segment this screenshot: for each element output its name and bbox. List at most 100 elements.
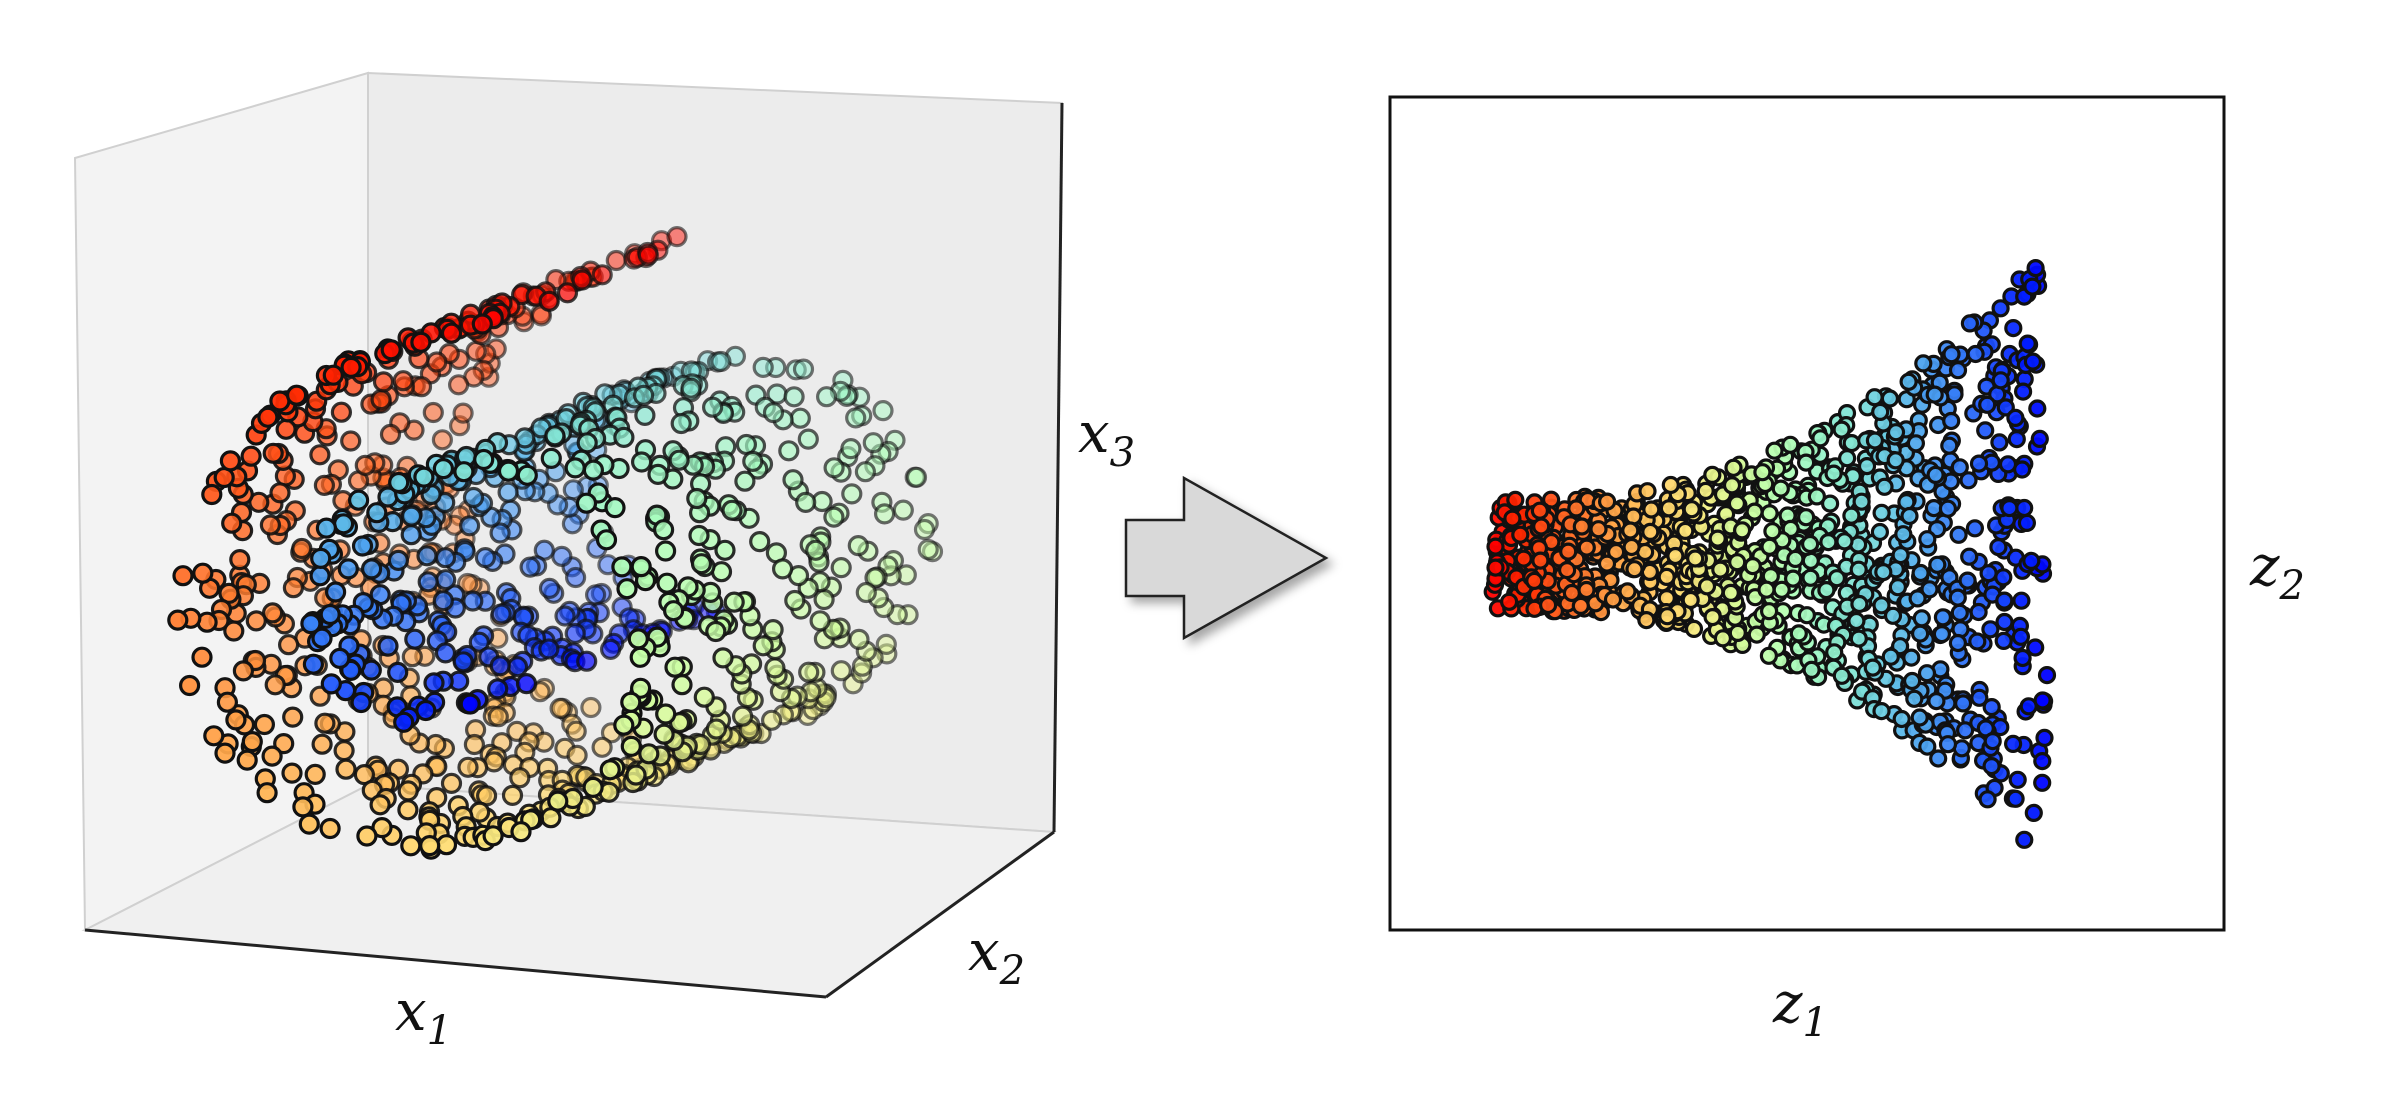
roll-point [320,673,342,695]
embedding-point [1771,479,1790,498]
roll-point [509,767,531,789]
embedding-point [1938,735,1958,754]
embedding-point [1842,434,1861,453]
roll-point [304,763,326,786]
roll-point [845,407,867,429]
embedding-point [1950,603,1969,622]
roll-point [469,801,491,823]
embedding-point [1847,611,1866,631]
roll-point [340,430,362,452]
embedding-point [1625,560,1644,579]
roll-point [313,474,335,496]
embedding-point [1696,481,1715,500]
embedding-point [1870,522,1890,542]
roll-point [482,825,504,847]
embedding-point [1925,385,1944,404]
roll-point [426,351,448,373]
embedding-point [1894,525,1913,544]
embedding-point [1872,596,1891,615]
roll-point [369,794,391,816]
roll-point [629,646,651,668]
roll-point [854,461,877,483]
embedding-point [2008,770,2027,789]
roll-point [292,796,314,818]
roll-point [417,571,439,593]
embedding-point [1842,506,1861,525]
embedding-point [2037,665,2057,685]
embedding-point [1499,592,1519,611]
embedding-point [1577,580,1596,600]
embedding-point [1713,629,1733,648]
embedding-point [1960,547,1979,566]
transform-arrow [1124,475,1329,641]
embedding-point [1807,487,1827,506]
roll-point [501,784,524,807]
embedding-point [1530,501,1550,520]
roll-point [580,696,602,719]
embedding-point [1874,562,1893,582]
roll-point [377,635,399,657]
roll-point [785,359,807,381]
embedding-point [1711,560,1730,579]
embedding-point [2012,591,2031,610]
roll-point [309,565,331,587]
embedding-point [1824,464,1843,483]
embedding-point [1765,441,1784,460]
roll-point [809,610,831,632]
roll-point [423,672,445,694]
embedding-point [1772,580,1791,599]
roll-point [884,429,906,451]
roll-point [656,572,678,594]
embedding-point [1905,689,1924,708]
roll-point [630,555,652,578]
embedding-point [1557,560,1577,580]
roll-point [462,486,485,509]
embedding-point [2006,408,2025,427]
embedding-point [2013,382,2033,401]
roll-point [434,547,457,569]
roll-point [686,487,708,510]
embedding-point [1863,658,1882,677]
roll-point [452,651,474,673]
embedding-point [1959,471,1978,490]
embedding-point [1703,607,1722,627]
roll-point [440,322,463,344]
embedding-point [1950,458,1969,477]
roll-point [497,460,520,482]
roll-point [680,377,702,399]
embedding-point [1953,694,1973,713]
embedding-point [1559,542,1578,561]
roll-point [551,545,573,568]
roll-point [397,780,419,802]
embedding-point [2033,691,2052,710]
roll-point [693,686,715,708]
roll-point [370,389,392,411]
roll-point [356,825,378,847]
roll-point [873,503,896,525]
roll-point [575,492,598,514]
roll-point [632,384,655,406]
embedding-point [2023,277,2042,296]
embedding-point [1621,521,1640,540]
embedding-point [1837,449,1857,468]
roll-point [783,386,805,408]
embedding-point [1872,503,1891,523]
embedding-point [1940,436,1959,455]
roll-point [325,581,347,603]
roll-point [688,524,710,547]
roll-point [354,454,376,476]
embedding-point [1657,567,1676,587]
embedding-point [1998,455,2018,474]
roll-point [789,407,811,429]
roll-point [742,450,764,472]
roll-point [830,556,852,579]
embedding-point [1918,737,1937,756]
embedding-point [1722,476,1742,495]
embedding-point [1955,721,1975,740]
roll-point [337,558,359,580]
roll-point [310,547,332,570]
roll-point [913,518,936,541]
roll-point [613,426,635,448]
roll-point [379,423,402,445]
embedding-point [1486,537,1505,556]
